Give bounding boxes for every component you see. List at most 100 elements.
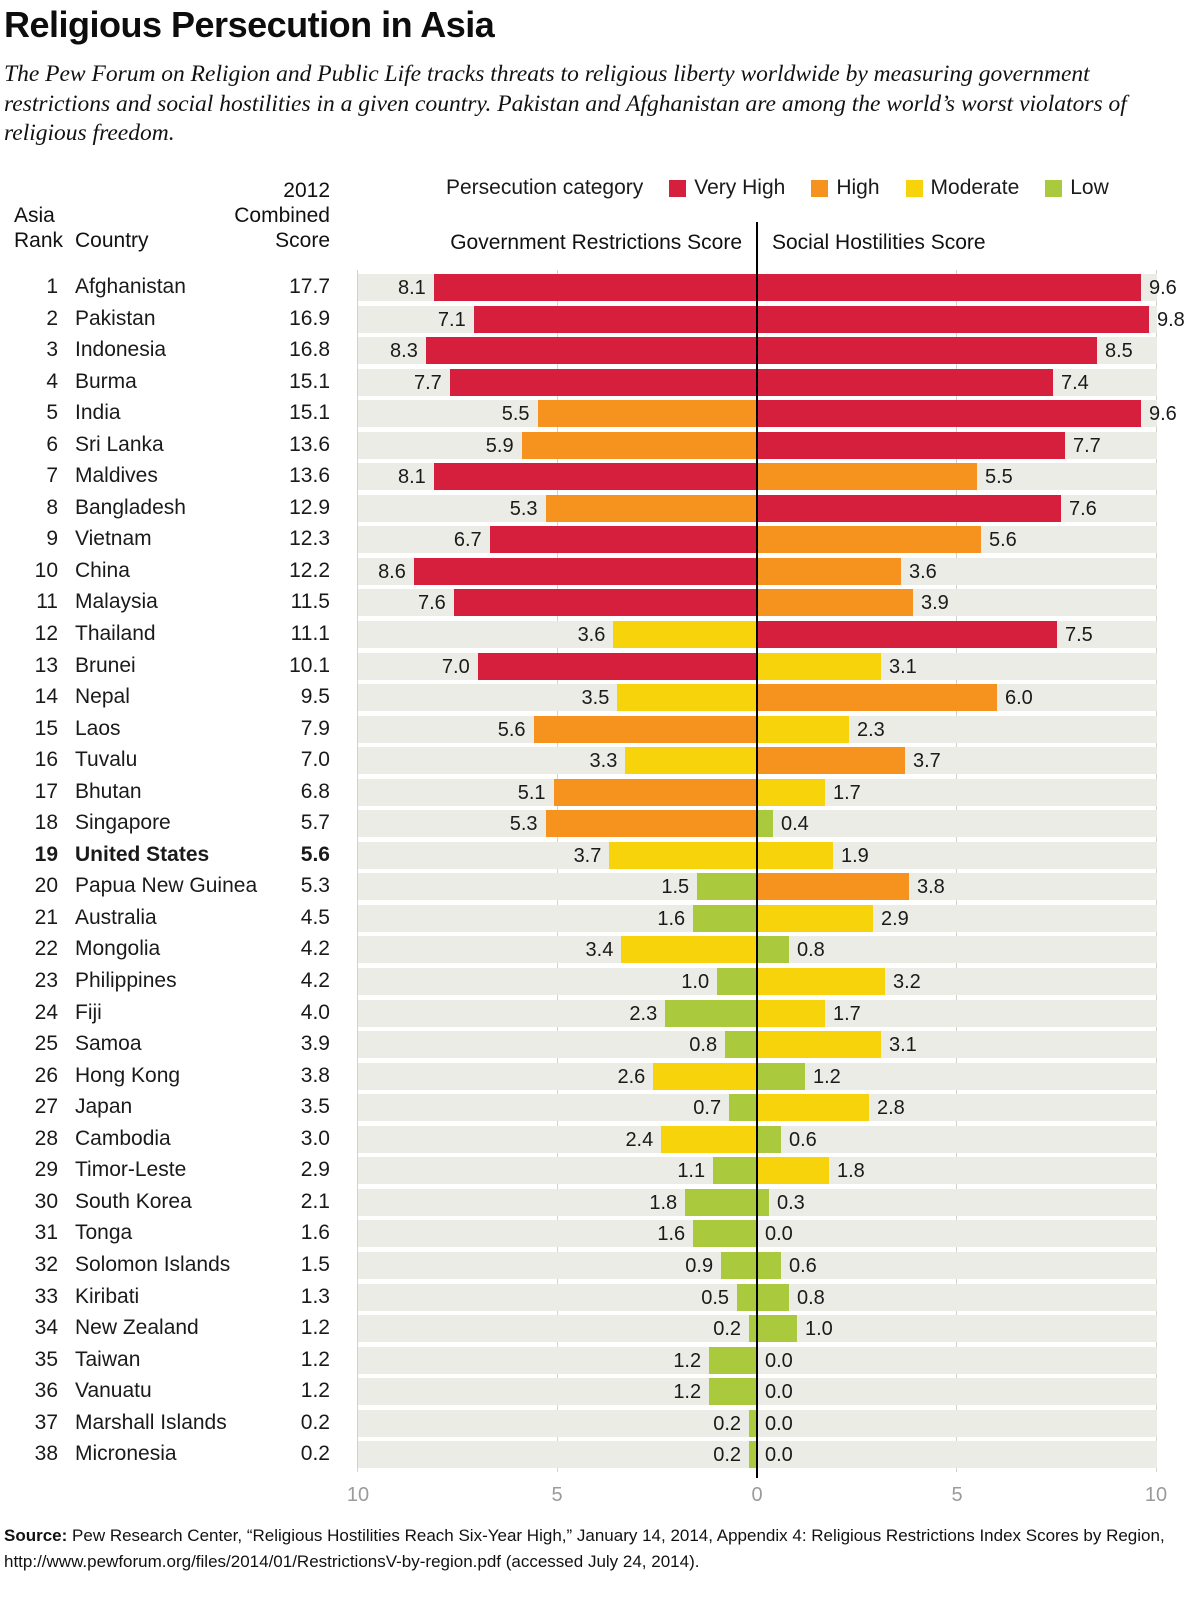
country-cell: Tonga <box>75 1221 133 1245</box>
social-hostilities-value: 0.8 <box>797 939 825 962</box>
combined-score-cell: 16.8 <box>289 338 330 362</box>
legend-item-label: Low <box>1070 176 1109 199</box>
table-row: 11 Malaysia 11.5 7.6 3.9 <box>0 587 1200 619</box>
rank-cell: 1 <box>46 275 58 298</box>
combined-score-cell: 13.6 <box>289 464 330 488</box>
gridline-left-10 <box>357 270 358 1472</box>
zero-axis-line <box>756 222 758 1478</box>
rank-cell: 22 <box>34 937 58 961</box>
column-header-combined-score: 2012 Combined Score <box>234 179 330 252</box>
combined-score-cell: 0.2 <box>300 1410 330 1434</box>
gov-restrictions-bar <box>537 400 757 428</box>
social-hostilities-bar <box>757 968 885 996</box>
gov-restrictions-bar <box>749 1315 757 1343</box>
gov-restrictions-value: 5.3 <box>509 497 538 520</box>
rank-cell: 12 <box>34 622 58 646</box>
table-row: 24 Fiji 4.0 2.3 1.7 <box>0 998 1200 1030</box>
gov-restrictions-bar <box>521 431 757 459</box>
gov-restrictions-value: 1.0 <box>681 971 710 994</box>
column-header-country: Country <box>75 229 149 252</box>
bar-chart: 1 Afghanistan 17.7 8.1 9.6 2 Pakistan 16… <box>0 272 1200 1471</box>
social-hostilities-bar <box>757 621 1057 649</box>
social-hostilities-bar <box>757 1062 805 1090</box>
rank-cell: 9 <box>46 527 58 551</box>
rank-cell: 24 <box>34 1000 58 1024</box>
social-hostilities-bar <box>757 715 849 743</box>
gridline-right-5 <box>956 270 957 1472</box>
gov-restrictions-bar <box>453 589 757 617</box>
table-row: 2 Pakistan 16.9 7.1 9.8 <box>0 304 1200 336</box>
table-row: 18 Singapore 5.7 5.3 0.4 <box>0 808 1200 840</box>
rank-cell: 10 <box>34 558 58 582</box>
social-hostilities-bar <box>757 337 1097 365</box>
gov-restrictions-bar <box>625 747 757 775</box>
social-hostilities-value: 9.6 <box>1149 277 1177 299</box>
social-hostilities-bar <box>757 274 1141 301</box>
gov-restrictions-bar <box>609 841 757 869</box>
gov-restrictions-bar <box>545 810 757 838</box>
gov-restrictions-bar <box>613 621 757 649</box>
country-cell: Micronesia <box>75 1442 177 1466</box>
axis-tick: 0 <box>751 1484 763 1506</box>
rank-cell: 32 <box>34 1252 58 1276</box>
country-cell: Indonesia <box>75 338 167 362</box>
table-row: 35 Taiwan 1.2 1.2 0.0 <box>0 1345 1200 1377</box>
social-hostilities-value: 0.0 <box>765 1444 793 1467</box>
gov-restrictions-value: 2.6 <box>617 1065 646 1088</box>
social-hostilities-value: 0.4 <box>781 813 809 836</box>
social-hostilities-bar <box>757 400 1141 428</box>
social-hostilities-value: 0.0 <box>765 1223 793 1246</box>
social-hostilities-bar <box>757 1031 881 1059</box>
rank-cell: 33 <box>34 1284 58 1308</box>
country-cell: Hong Kong <box>75 1063 181 1087</box>
table-row: 8 Bangladesh 12.9 5.3 7.6 <box>0 493 1200 525</box>
social-hostilities-value: 3.9 <box>921 592 949 615</box>
combined-score-cell: 2.1 <box>300 1189 330 1213</box>
rank-cell: 31 <box>34 1221 58 1245</box>
rank-cell: 23 <box>34 969 58 993</box>
combined-score-cell: 3.5 <box>300 1095 330 1119</box>
table-row: 6 Sri Lanka 13.6 5.9 7.7 <box>0 430 1200 462</box>
table-row: 28 Cambodia 3.0 2.4 0.6 <box>0 1124 1200 1156</box>
country-cell: Maldives <box>75 464 158 488</box>
gov-restrictions-value: 7.0 <box>441 655 470 678</box>
table-row: 16 Tuvalu 7.0 3.3 3.7 <box>0 745 1200 777</box>
social-hostilities-bar <box>757 747 905 775</box>
legend: Persecution category Very High High Mode… <box>446 176 1135 200</box>
source-label: Source: <box>4 1526 68 1545</box>
gov-restrictions-bar <box>413 557 757 585</box>
country-cell: Singapore <box>75 811 171 835</box>
social-hostilities-bar <box>757 1315 797 1343</box>
country-cell: United States <box>75 842 210 866</box>
country-cell: Timor-Leste <box>75 1158 187 1182</box>
social-hostilities-value: 7.5 <box>1065 624 1093 647</box>
column-header-social-hostilities: Social Hostilities Score <box>772 231 986 254</box>
country-cell: Pakistan <box>75 306 156 330</box>
axis-tick: 10 <box>346 1484 370 1506</box>
legend-item-high: High <box>811 176 880 200</box>
table-row: 4 Burma 15.1 7.7 7.4 <box>0 367 1200 399</box>
table-row: 10 China 12.2 8.6 3.6 <box>0 556 1200 588</box>
source-note: Source: Pew Research Center, “Religious … <box>4 1523 1198 1574</box>
social-hostilities-bar <box>757 684 997 712</box>
table-row: 37 Marshall Islands 0.2 0.2 0.0 <box>0 1408 1200 1440</box>
gov-restrictions-value: 1.6 <box>657 1223 686 1246</box>
country-cell: Brunei <box>75 653 136 677</box>
table-row: 9 Vietnam 12.3 6.7 5.6 <box>0 524 1200 556</box>
rank-cell: 20 <box>34 874 58 898</box>
gov-restrictions-bar <box>653 1062 757 1090</box>
social-hostilities-value: 1.9 <box>841 844 869 867</box>
social-hostilities-value: 3.2 <box>893 971 921 994</box>
social-hostilities-value: 9.6 <box>1149 403 1177 426</box>
combined-score-cell: 12.3 <box>289 527 330 551</box>
gov-restrictions-bar <box>725 1031 757 1059</box>
combined-score-cell: 12.9 <box>289 495 330 519</box>
gov-restrictions-value: 0.5 <box>701 1286 730 1309</box>
table-row: 38 Micronesia 0.2 0.2 0.0 <box>0 1439 1200 1471</box>
table-row: 19 United States 5.6 3.7 1.9 <box>0 840 1200 872</box>
combined-score-cell: 3.9 <box>300 1032 330 1056</box>
gov-restrictions-value: 3.5 <box>581 687 610 710</box>
rank-cell: 34 <box>34 1316 58 1340</box>
gov-restrictions-value: 1.2 <box>673 1381 702 1404</box>
rank-cell: 3 <box>46 338 58 362</box>
